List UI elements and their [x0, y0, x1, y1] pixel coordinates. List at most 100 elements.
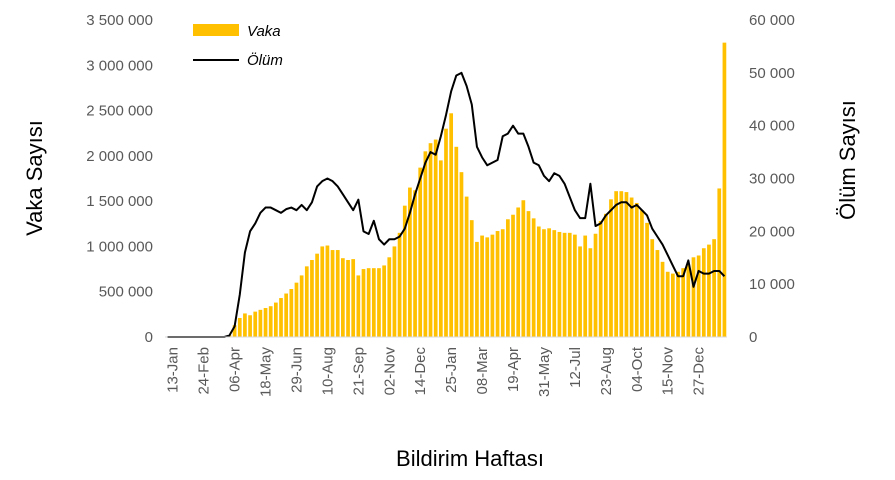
bar — [408, 187, 412, 337]
bar — [557, 231, 562, 337]
bar — [707, 244, 711, 337]
bar — [634, 202, 639, 337]
bar — [701, 248, 706, 337]
x-tick-label: 29-Jun — [288, 347, 305, 393]
bar — [521, 200, 526, 337]
bar — [614, 191, 618, 337]
bar — [341, 258, 345, 337]
bar — [325, 245, 330, 337]
bar — [294, 282, 299, 337]
bar — [598, 221, 603, 337]
bar — [717, 188, 722, 337]
bar — [464, 196, 469, 337]
left-axis-tick-labels: 0 500 000 1 000 000 1 500 000 2 000 000 2 500… — [86, 12, 153, 346]
x-tick-label: 18-May — [258, 347, 275, 398]
bar — [547, 228, 551, 337]
bar — [712, 239, 716, 337]
x-tick-label: 24-Feb — [196, 347, 213, 395]
bar — [531, 218, 536, 337]
bar — [335, 250, 340, 337]
y-tick-label: 1 000 000 — [86, 238, 153, 255]
y2-axis-title: Ölüm Sayısı — [835, 100, 860, 220]
bar — [624, 192, 629, 337]
y2-tick-label: 50 000 — [749, 65, 795, 82]
bar — [542, 229, 546, 337]
y2-tick-label: 30 000 — [749, 171, 795, 188]
x-tick-label: 19-Apr — [505, 347, 522, 392]
legend-label-vaka: Vaka — [247, 23, 281, 40]
bar — [588, 248, 593, 337]
legend: Vaka Ölüm — [193, 23, 283, 69]
x-tick-label: 08-Mar — [474, 347, 491, 395]
bar — [433, 139, 438, 337]
legend-swatch-vaka — [193, 24, 239, 36]
x-axis-tick-labels: 13-Jan 24-Feb 06-Apr 18-May 29-Jun 10-Aug 21-S… — [165, 346, 708, 397]
y2-tick-label: 60 000 — [749, 12, 795, 29]
bar — [696, 255, 701, 337]
bar — [511, 214, 515, 337]
bar — [418, 167, 423, 337]
bar — [387, 257, 392, 337]
bar — [516, 207, 521, 337]
bar — [232, 325, 237, 337]
line-olum — [167, 71, 726, 338]
bar — [722, 42, 727, 337]
bar — [686, 264, 691, 337]
bar — [279, 298, 283, 337]
bar — [506, 219, 510, 337]
x-tick-label: 25-Jan — [443, 347, 460, 393]
bar — [603, 213, 608, 337]
bar — [397, 232, 402, 337]
bar — [655, 250, 660, 337]
bar — [438, 160, 443, 337]
bar — [253, 311, 258, 337]
y2-tick-label: 40 000 — [749, 118, 795, 135]
bar — [454, 146, 459, 337]
bar — [469, 220, 474, 337]
x-tick-label: 10-Aug — [319, 347, 336, 395]
bar — [665, 271, 670, 337]
bar — [444, 128, 448, 337]
bar — [366, 268, 371, 337]
bar — [676, 271, 680, 337]
y-tick-label: 2 500 000 — [86, 103, 153, 120]
bar — [402, 205, 407, 337]
y-tick-label: 3 500 000 — [86, 12, 153, 29]
x-tick-label: 27-Dec — [691, 347, 708, 396]
x-tick-label: 15-Nov — [660, 347, 677, 396]
bar — [346, 260, 350, 337]
bar — [310, 260, 314, 337]
bar — [258, 309, 263, 337]
bar — [629, 197, 634, 337]
bar — [449, 113, 454, 337]
y2-tick-label: 0 — [749, 329, 757, 346]
bar — [573, 234, 577, 337]
right-axis-tick-labels: 0 10 000 20 000 30 000 40 000 50 000 60 000 — [749, 12, 795, 346]
y-tick-label: 1 500 000 — [86, 193, 153, 210]
bar — [459, 172, 464, 337]
y-tick-label: 3 000 000 — [86, 57, 153, 74]
bar — [330, 250, 335, 337]
x-tick-label: 21-Sep — [350, 347, 367, 395]
y-tick-label: 500 000 — [99, 284, 153, 301]
bar — [274, 302, 278, 337]
bar — [671, 273, 675, 337]
bar — [645, 222, 649, 337]
bar — [480, 235, 484, 337]
bar-series — [227, 42, 727, 337]
y-tick-label: 2 000 000 — [86, 148, 153, 165]
bar — [526, 211, 531, 337]
bar — [593, 233, 598, 337]
bar — [268, 306, 273, 337]
bar — [500, 229, 505, 337]
bar — [299, 275, 304, 337]
bar — [490, 234, 495, 337]
line-series — [167, 71, 726, 338]
bar — [237, 317, 242, 337]
bar — [361, 269, 366, 337]
bar — [243, 313, 247, 337]
x-tick-label: 31-May — [536, 347, 553, 398]
bar — [536, 226, 541, 337]
bar — [382, 265, 386, 337]
